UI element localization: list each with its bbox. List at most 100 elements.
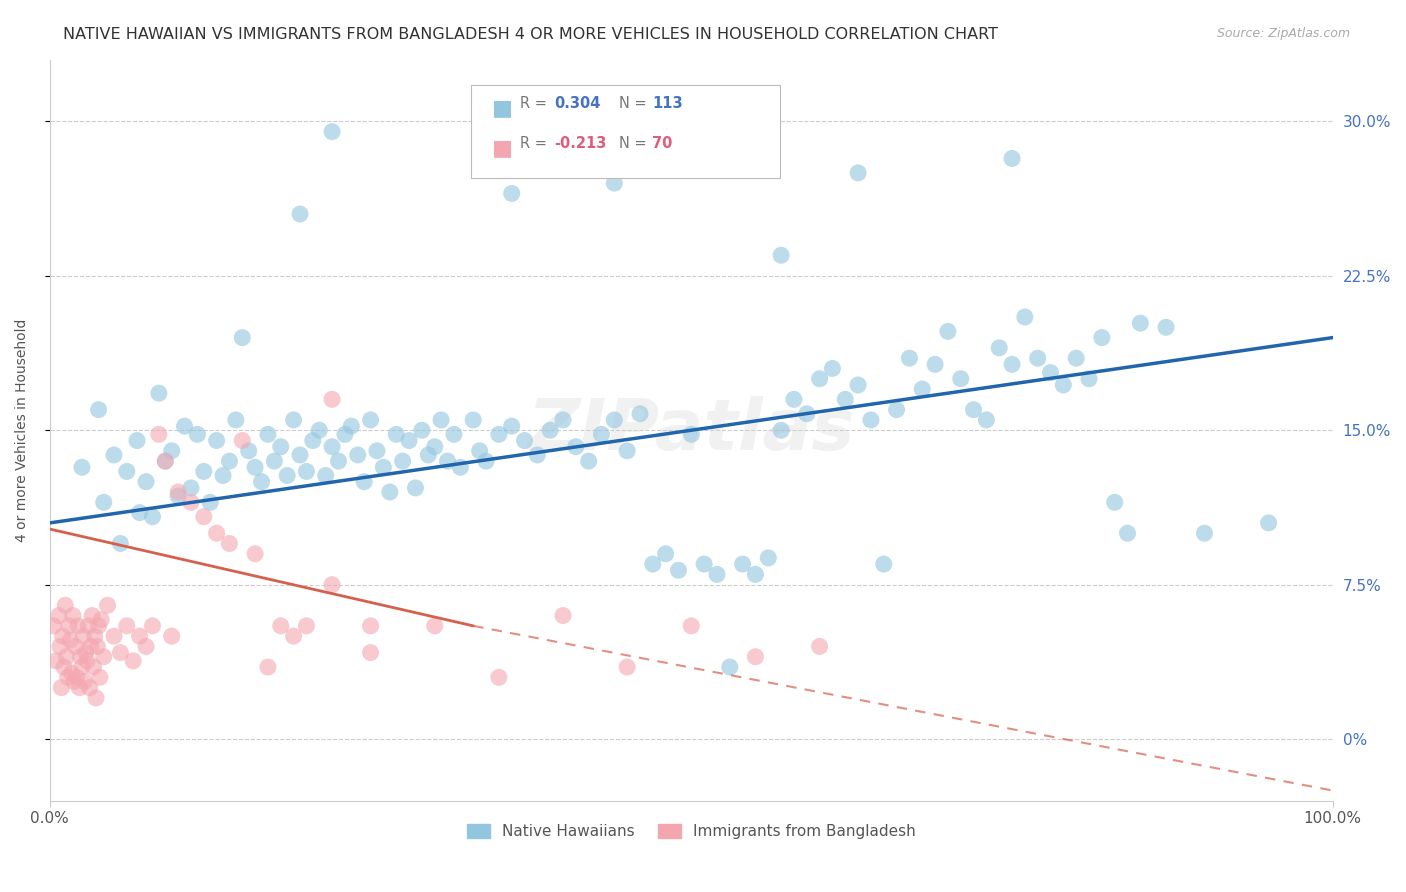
Point — [53, 599, 76, 613]
Point — [257, 427, 280, 442]
Point — [340, 419, 363, 434]
Point — [160, 443, 183, 458]
Point — [641, 557, 664, 571]
Point — [911, 382, 934, 396]
Point — [283, 413, 305, 427]
Point — [77, 619, 100, 633]
Point — [591, 427, 613, 442]
Point — [167, 489, 190, 503]
Point — [1052, 378, 1074, 392]
Text: -0.213: -0.213 — [554, 136, 606, 152]
Point — [97, 599, 120, 613]
Point — [51, 681, 73, 695]
Point — [693, 557, 716, 571]
Point — [808, 372, 831, 386]
Point — [834, 392, 856, 407]
Point — [308, 423, 330, 437]
Point — [449, 460, 471, 475]
Point — [115, 619, 138, 633]
Point — [1001, 357, 1024, 371]
Point — [89, 670, 111, 684]
Point — [744, 649, 766, 664]
Point — [90, 613, 112, 627]
Point — [67, 619, 90, 633]
Point — [962, 402, 984, 417]
Point — [859, 413, 882, 427]
Point — [243, 460, 266, 475]
Point — [103, 448, 125, 462]
Point — [69, 649, 91, 664]
Y-axis label: 4 or more Vehicles in Household: 4 or more Vehicles in Household — [15, 318, 30, 542]
Point — [423, 619, 446, 633]
Point — [681, 619, 703, 633]
Point — [148, 386, 170, 401]
Point — [72, 629, 94, 643]
Point — [276, 468, 298, 483]
Point — [436, 454, 458, 468]
Point — [155, 454, 177, 468]
Point — [1194, 526, 1216, 541]
Point — [263, 454, 285, 468]
Point — [346, 448, 368, 462]
Point — [302, 434, 325, 448]
Point — [1116, 526, 1139, 541]
Point — [333, 427, 356, 442]
Point — [578, 454, 600, 468]
Point — [84, 690, 107, 705]
Point — [55, 649, 77, 664]
Point — [463, 413, 485, 427]
Point — [180, 481, 202, 495]
Point — [321, 577, 343, 591]
Point — [328, 454, 350, 468]
Point — [218, 536, 240, 550]
Text: ZIPatlas: ZIPatlas — [527, 396, 855, 465]
Point — [110, 646, 132, 660]
Point — [173, 419, 195, 434]
Point — [846, 378, 869, 392]
Point — [468, 443, 491, 458]
Point — [404, 481, 426, 495]
Point — [125, 434, 148, 448]
Point — [385, 427, 408, 442]
Point — [82, 608, 104, 623]
Point — [76, 654, 98, 668]
Point — [373, 460, 395, 475]
Text: 0.304: 0.304 — [554, 96, 600, 112]
Point — [668, 563, 690, 577]
Point — [756, 550, 779, 565]
Point — [70, 660, 93, 674]
Point — [135, 640, 157, 654]
Text: NATIVE HAWAIIAN VS IMMIGRANTS FROM BANGLADESH 4 OR MORE VEHICLES IN HOUSEHOLD CO: NATIVE HAWAIIAN VS IMMIGRANTS FROM BANGL… — [63, 27, 998, 42]
Text: ■: ■ — [492, 98, 513, 118]
Point — [238, 443, 260, 458]
Point — [128, 629, 150, 643]
Point — [52, 660, 75, 674]
Point — [155, 454, 177, 468]
Point — [79, 681, 101, 695]
Point — [360, 413, 382, 427]
Point — [378, 485, 401, 500]
Point — [411, 423, 433, 437]
Point — [128, 506, 150, 520]
Point — [75, 646, 97, 660]
Point — [225, 413, 247, 427]
Point — [321, 392, 343, 407]
Point — [73, 674, 96, 689]
Point — [1039, 366, 1062, 380]
Point — [288, 448, 311, 462]
Point — [205, 526, 228, 541]
Point — [744, 567, 766, 582]
Point — [488, 427, 510, 442]
Point — [538, 423, 561, 437]
Point — [616, 443, 638, 458]
Point — [976, 413, 998, 427]
Point — [186, 427, 208, 442]
Point — [257, 660, 280, 674]
Point — [82, 660, 104, 674]
Point — [58, 619, 80, 633]
Point — [93, 495, 115, 509]
Point — [87, 402, 110, 417]
Point — [551, 413, 574, 427]
Point — [770, 248, 793, 262]
Point — [949, 372, 972, 386]
